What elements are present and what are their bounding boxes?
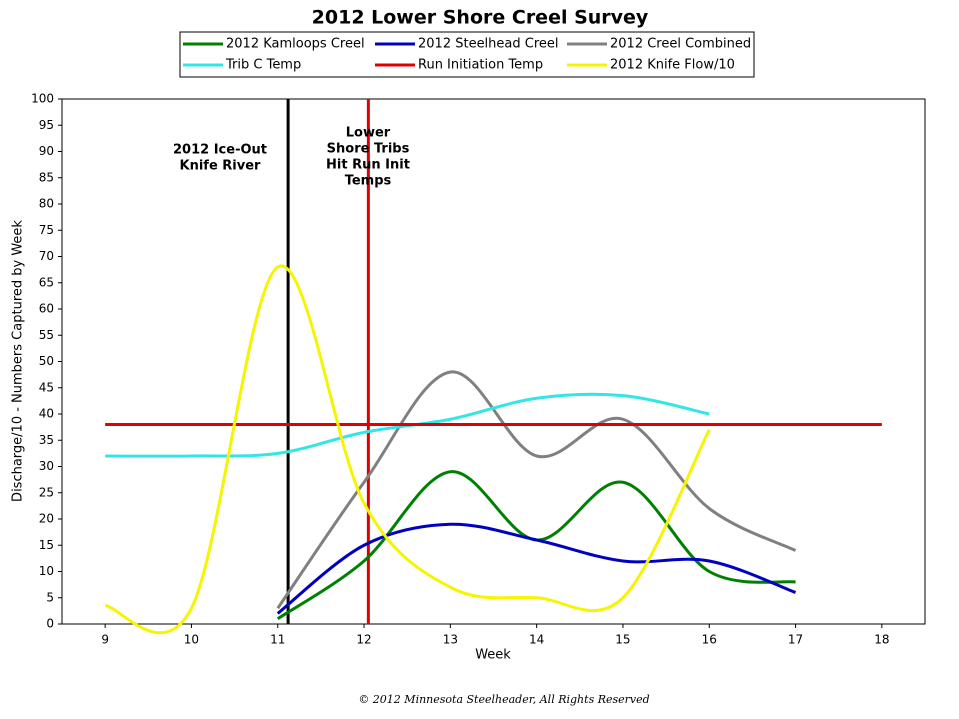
series-line xyxy=(276,522,797,615)
y-tick-label: 55 xyxy=(39,328,54,342)
x-axis-label: Week xyxy=(475,648,511,663)
y-tick-label: 60 xyxy=(39,302,54,316)
plot-area xyxy=(61,98,926,625)
legend-label: 2012 Kamloops Creel xyxy=(226,37,365,52)
y-tick-label: 40 xyxy=(39,407,54,421)
y-tick-label: 30 xyxy=(39,459,54,473)
legend-label: Trib C Temp xyxy=(225,58,301,73)
x-tick-label: 13 xyxy=(443,633,458,647)
y-tick-label: 10 xyxy=(39,564,54,578)
annotation: Knife River xyxy=(180,159,262,174)
annotation: Temps xyxy=(345,174,392,189)
y-tick-label: 65 xyxy=(39,275,54,289)
x-tick-label: 18 xyxy=(874,633,889,647)
y-tick-label: 15 xyxy=(39,538,54,552)
series-line xyxy=(276,370,797,610)
annotation: Hit Run Init xyxy=(326,158,410,173)
y-tick-label: 75 xyxy=(39,223,54,237)
y-axis-label: Discharge/10 - Numbers Captured by Week xyxy=(11,220,26,502)
y-tick-label: 0 xyxy=(46,617,54,631)
y-tick-label: 5 xyxy=(46,590,54,604)
x-tick-label: 11 xyxy=(270,633,285,647)
y-tick-label: 20 xyxy=(39,512,54,526)
x-tick-label: 15 xyxy=(615,633,630,647)
x-tick-label: 9 xyxy=(101,633,109,647)
legend-label: 2012 Creel Combined xyxy=(610,37,751,52)
y-tick-label: 35 xyxy=(39,433,54,447)
footer: © 2012 Minnesota Steelheader, All Rights… xyxy=(358,693,649,706)
y-tick-label: 50 xyxy=(39,354,54,368)
x-tick-label: 16 xyxy=(702,633,717,647)
x-tick-label: 17 xyxy=(788,633,803,647)
y-tick-label: 80 xyxy=(39,197,54,211)
x-tick-label: 10 xyxy=(184,633,199,647)
y-tick-label: 25 xyxy=(39,485,54,499)
annotation: Shore Tribs xyxy=(327,142,410,157)
chart-title: 2012 Lower Shore Creel Survey xyxy=(312,7,649,29)
y-tick-label: 85 xyxy=(39,170,54,184)
y-tick-label: 95 xyxy=(39,118,54,132)
y-tick-label: 90 xyxy=(39,144,54,158)
legend-label: Run Initiation Temp xyxy=(418,58,543,73)
legend-box xyxy=(179,31,755,78)
y-tick-label: 70 xyxy=(39,249,54,263)
x-tick-label: 14 xyxy=(529,633,544,647)
legend-label: 2012 Steelhead Creel xyxy=(418,37,559,52)
x-tick-label: 12 xyxy=(356,633,371,647)
y-tick-label: 100 xyxy=(31,92,54,106)
legend-label: 2012 Knife Flow/10 xyxy=(610,58,735,73)
annotation: 2012 Ice-Out xyxy=(173,143,267,158)
y-tick-label: 45 xyxy=(39,380,54,394)
annotation: Lower xyxy=(346,126,391,141)
series-line xyxy=(104,264,711,635)
